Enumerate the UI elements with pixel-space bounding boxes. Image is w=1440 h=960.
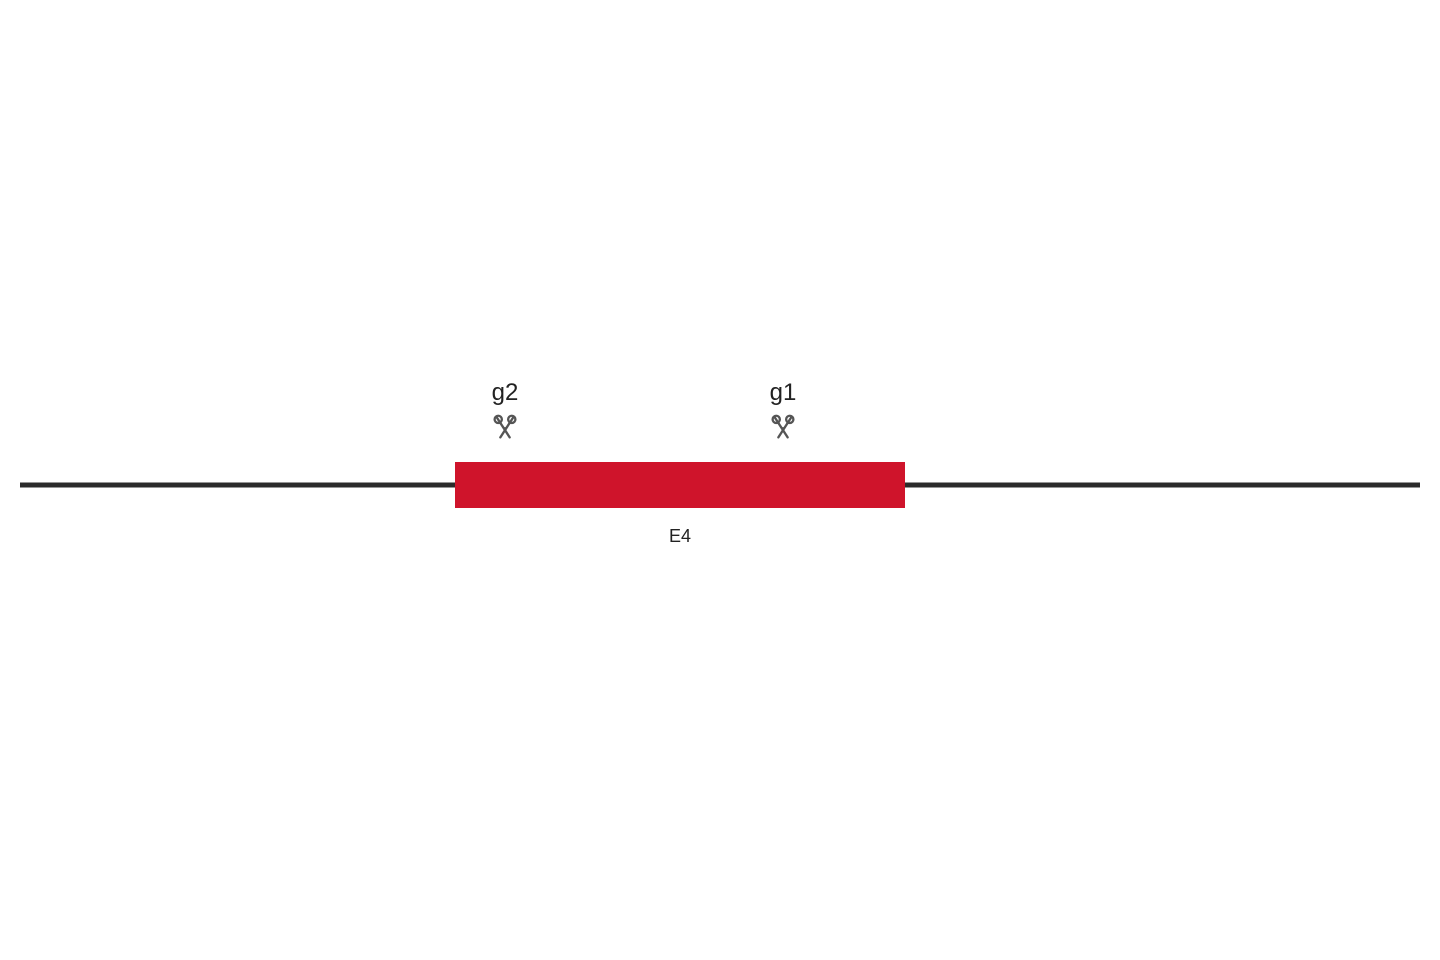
exon-label: E4 — [669, 526, 691, 546]
cut-site-label-g2: g2 — [492, 379, 519, 406]
cut-site-g2: g2 — [492, 379, 519, 437]
exon-box — [455, 462, 905, 508]
cut-site-label-g1: g1 — [770, 379, 797, 406]
scissors-icon — [495, 416, 516, 438]
cut-site-g1: g1 — [770, 379, 797, 437]
gene-diagram: E4 g2 g1 — [0, 0, 1440, 960]
scissors-icon — [773, 416, 794, 438]
